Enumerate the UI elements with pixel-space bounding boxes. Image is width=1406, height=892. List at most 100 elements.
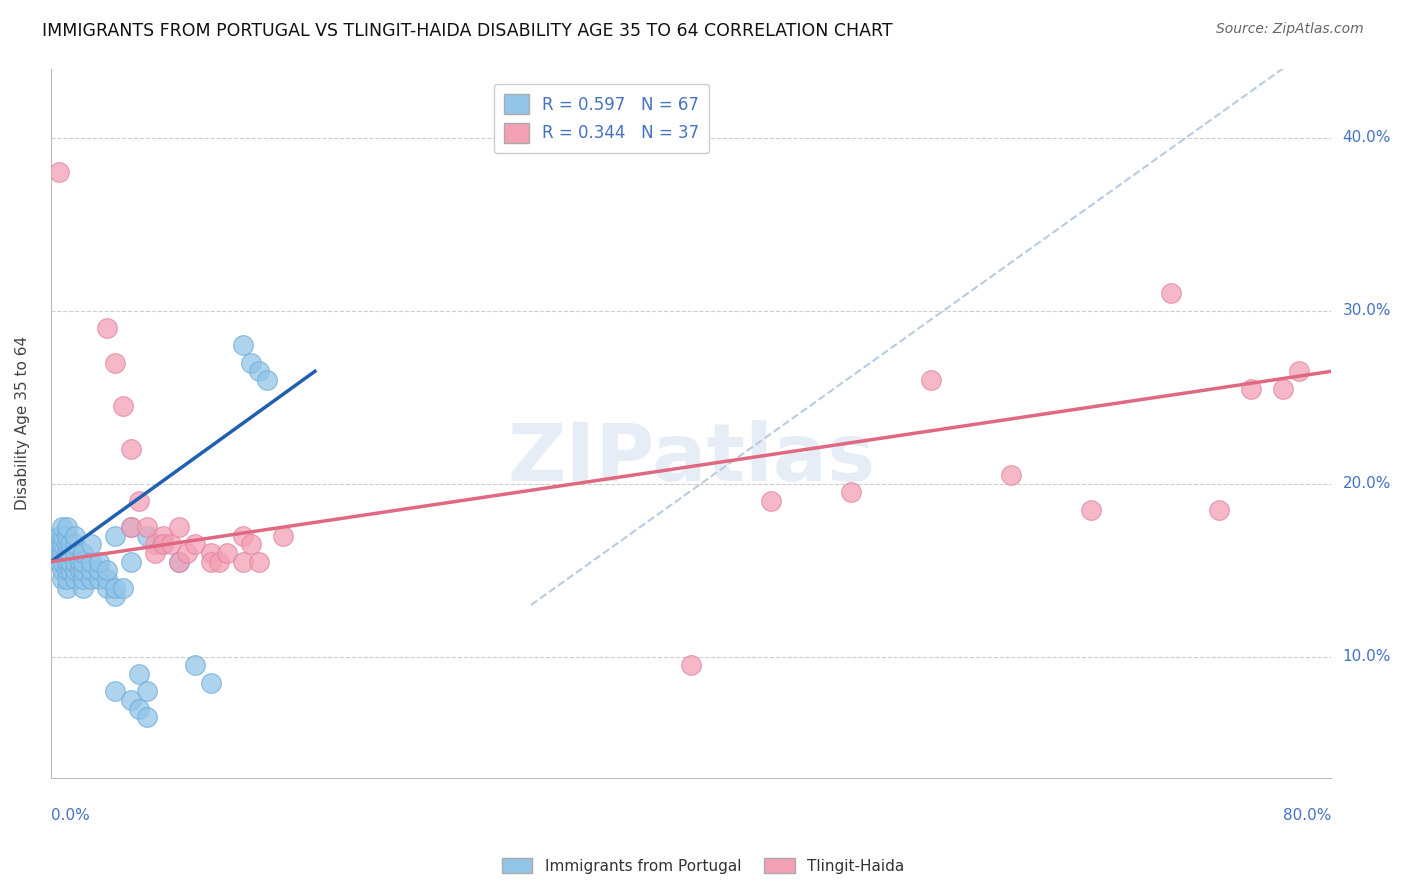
Point: [63, 537, 86, 551]
Point: [80, 555, 103, 569]
Text: ZIPatlas: ZIPatlas: [508, 420, 876, 498]
Point: [51, 563, 73, 577]
Text: 0.0%: 0.0%: [51, 808, 90, 823]
Point: [72, 572, 94, 586]
Point: [56, 581, 79, 595]
Point: [1208, 502, 1230, 516]
Point: [80, 563, 103, 577]
Point: [120, 520, 142, 534]
Point: [128, 702, 150, 716]
Point: [232, 338, 254, 352]
Point: [167, 520, 190, 534]
Point: [69, 555, 91, 569]
Point: [104, 581, 127, 595]
Point: [51, 555, 73, 569]
Point: [96, 581, 118, 595]
Point: [111, 581, 134, 595]
Legend: R = 0.597   N = 67, R = 0.344   N = 37: R = 0.597 N = 67, R = 0.344 N = 37: [494, 84, 709, 153]
Point: [1000, 468, 1022, 483]
Point: [143, 546, 166, 560]
Point: [59, 555, 82, 569]
Point: [839, 485, 862, 500]
Point: [239, 356, 262, 370]
Point: [63, 563, 86, 577]
Point: [59, 537, 82, 551]
Point: [56, 537, 79, 551]
Point: [1240, 382, 1263, 396]
Point: [87, 555, 110, 569]
Point: [215, 546, 238, 560]
Point: [200, 555, 222, 569]
Point: [96, 572, 118, 586]
Point: [104, 589, 127, 603]
Point: [247, 555, 270, 569]
Point: [87, 572, 110, 586]
Text: 30.0%: 30.0%: [1343, 303, 1391, 318]
Point: [152, 529, 174, 543]
Point: [87, 563, 110, 577]
Point: [167, 555, 190, 569]
Point: [200, 546, 222, 560]
Point: [1288, 364, 1310, 378]
Point: [56, 572, 79, 586]
Point: [200, 675, 222, 690]
Point: [167, 555, 190, 569]
Text: 10.0%: 10.0%: [1343, 649, 1391, 665]
Point: [135, 529, 157, 543]
Point: [72, 546, 94, 560]
Point: [80, 572, 103, 586]
Legend: Immigrants from Portugal, Tlingit-Haida: Immigrants from Portugal, Tlingit-Haida: [496, 852, 910, 880]
Point: [59, 563, 82, 577]
Text: 20.0%: 20.0%: [1343, 476, 1391, 491]
Point: [48, 537, 70, 551]
Point: [72, 555, 94, 569]
Point: [104, 684, 127, 698]
Point: [120, 555, 142, 569]
Point: [239, 537, 262, 551]
Point: [72, 563, 94, 577]
Point: [63, 555, 86, 569]
Point: [56, 563, 79, 577]
Point: [681, 658, 703, 673]
Point: [51, 529, 73, 543]
Point: [135, 710, 157, 724]
Point: [143, 537, 166, 551]
Point: [69, 563, 91, 577]
Point: [48, 529, 70, 543]
Point: [247, 364, 270, 378]
Point: [56, 546, 79, 560]
Point: [128, 667, 150, 681]
Point: [759, 494, 782, 508]
Point: [48, 555, 70, 569]
Point: [80, 537, 103, 551]
Point: [160, 537, 183, 551]
Point: [232, 529, 254, 543]
Point: [152, 537, 174, 551]
Point: [63, 572, 86, 586]
Point: [48, 165, 70, 179]
Point: [135, 520, 157, 534]
Text: Source: ZipAtlas.com: Source: ZipAtlas.com: [1216, 22, 1364, 37]
Point: [104, 356, 127, 370]
Point: [63, 546, 86, 560]
Point: [56, 520, 79, 534]
Point: [63, 529, 86, 543]
Point: [51, 546, 73, 560]
Point: [184, 537, 207, 551]
Y-axis label: Disability Age 35 to 64: Disability Age 35 to 64: [15, 336, 30, 510]
Text: 40.0%: 40.0%: [1343, 130, 1391, 145]
Point: [152, 537, 174, 551]
Point: [120, 520, 142, 534]
Point: [120, 693, 142, 707]
Point: [96, 321, 118, 335]
Text: IMMIGRANTS FROM PORTUGAL VS TLINGIT-HAIDA DISABILITY AGE 35 TO 64 CORRELATION CH: IMMIGRANTS FROM PORTUGAL VS TLINGIT-HAID…: [42, 22, 893, 40]
Point: [1080, 502, 1102, 516]
Point: [56, 529, 79, 543]
Point: [56, 555, 79, 569]
Point: [111, 399, 134, 413]
Point: [208, 555, 231, 569]
Point: [51, 537, 73, 551]
Point: [1160, 286, 1182, 301]
Point: [1272, 382, 1295, 396]
Point: [128, 494, 150, 508]
